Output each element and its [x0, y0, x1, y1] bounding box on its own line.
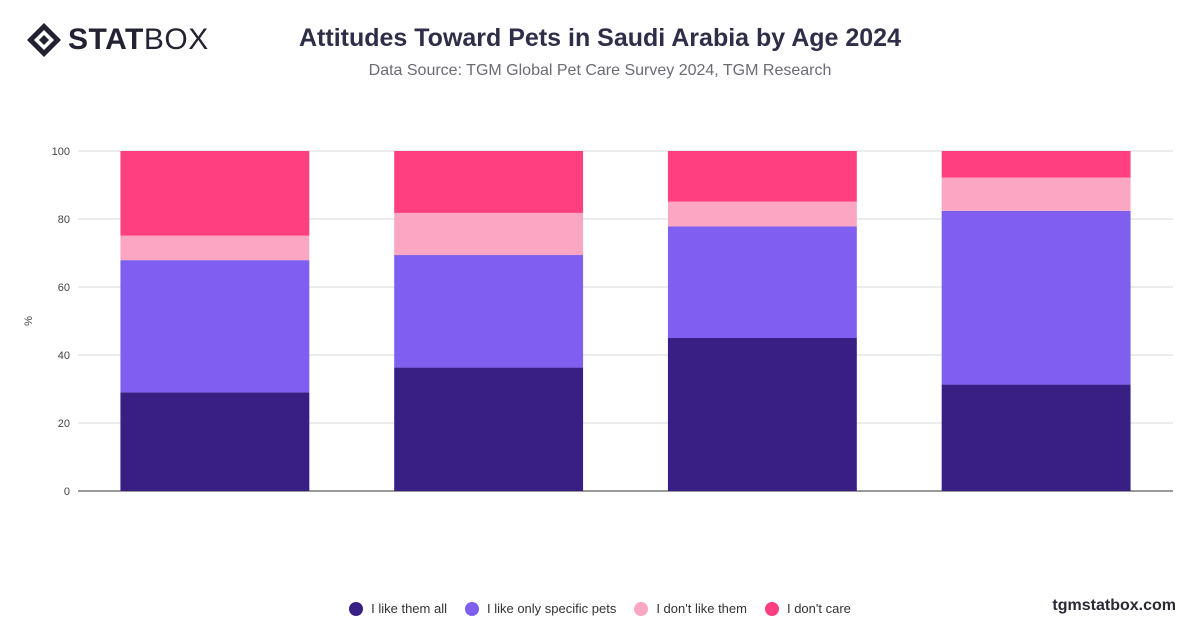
bar-segment [941, 384, 1131, 491]
bar-segment [941, 151, 1131, 178]
y-tick-label: 80 [58, 214, 70, 226]
logo-text-light: BOX [143, 23, 209, 56]
chart-legend: I like them all I like only specific pets… [0, 601, 1200, 616]
legend-swatch [634, 601, 649, 616]
bar-segment [667, 151, 857, 202]
legend-item[interactable]: I don't care [764, 601, 851, 616]
bar-segment [667, 338, 857, 491]
bar-segment [941, 177, 1131, 211]
bar-segment [120, 151, 310, 236]
legend-label: I don't care [786, 601, 851, 616]
bar-segment [394, 151, 584, 213]
y-axis-label: % [23, 316, 35, 326]
legend-label: I don't like them [656, 601, 747, 616]
y-tick-label: 60 [58, 282, 70, 294]
legend-label: I like only specific pets [486, 601, 617, 616]
legend-swatch [464, 601, 479, 616]
legend-label: I like them all [371, 601, 447, 616]
y-tick-label: 100 [52, 146, 70, 158]
bar-segment [667, 226, 857, 338]
chart-subtitle: Data Source: TGM Global Pet Care Survey … [368, 62, 832, 79]
bar-segment [394, 255, 584, 368]
legend-swatch [764, 601, 779, 616]
bar-segment [667, 201, 857, 227]
bar-segment [120, 235, 310, 261]
y-tick-label: 20 [58, 418, 70, 430]
bar-segment [394, 212, 584, 256]
bar-segment [394, 367, 584, 491]
legend-swatch [349, 601, 364, 616]
bar-segment [120, 260, 310, 393]
y-tick-label: 40 [58, 350, 70, 362]
legend-item[interactable]: I like only specific pets [464, 601, 617, 616]
chart-title: Attitudes Toward Pets in Saudi Arabia by… [299, 24, 901, 52]
logo-text-bold: STAT [68, 23, 144, 56]
bar-segment [120, 392, 310, 491]
logo-wordmark: STATBOX [68, 22, 209, 58]
website-link[interactable]: tgmstatbox.com [1052, 597, 1176, 614]
legend-item[interactable]: I don't like them [634, 601, 747, 616]
bar-segment [941, 210, 1131, 385]
y-tick-label: 0 [64, 486, 70, 498]
legend-item[interactable]: I like them all [349, 601, 447, 616]
statbox-logo: STATBOX [26, 22, 209, 58]
statbox-diamond-icon [27, 23, 61, 57]
